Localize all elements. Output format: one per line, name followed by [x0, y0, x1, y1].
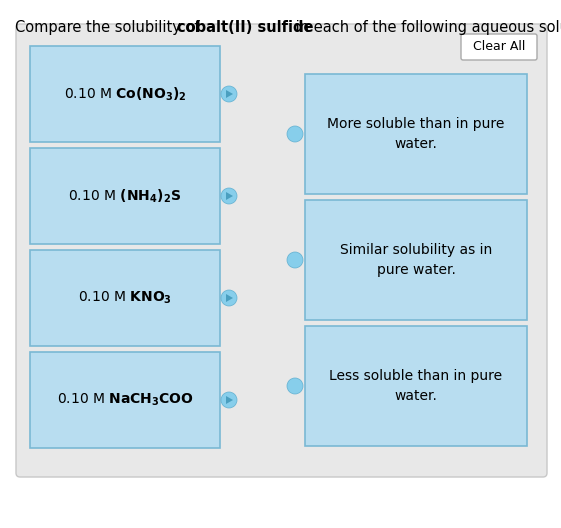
Polygon shape	[226, 192, 233, 200]
FancyBboxPatch shape	[30, 352, 220, 448]
FancyBboxPatch shape	[30, 250, 220, 346]
FancyBboxPatch shape	[461, 34, 537, 60]
FancyBboxPatch shape	[305, 200, 527, 320]
Text: More soluble than in pure
water.: More soluble than in pure water.	[327, 117, 505, 151]
Text: Compare the solubility of: Compare the solubility of	[15, 20, 204, 35]
Text: 0.10 M $\mathbf{NaCH_3COO}$: 0.10 M $\mathbf{NaCH_3COO}$	[57, 392, 194, 408]
Circle shape	[221, 86, 237, 102]
Circle shape	[221, 392, 237, 408]
FancyBboxPatch shape	[305, 74, 527, 194]
FancyBboxPatch shape	[30, 46, 220, 142]
Text: Clear All: Clear All	[473, 41, 525, 53]
FancyBboxPatch shape	[16, 24, 547, 477]
Polygon shape	[226, 90, 233, 98]
Polygon shape	[226, 294, 233, 302]
Circle shape	[287, 126, 303, 142]
Text: cobalt(II) sulfide: cobalt(II) sulfide	[177, 20, 314, 35]
Circle shape	[287, 252, 303, 268]
Circle shape	[221, 188, 237, 204]
Text: Similar solubility as in
pure water.: Similar solubility as in pure water.	[340, 243, 492, 277]
Circle shape	[287, 378, 303, 394]
Text: 0.10 M $\mathbf{KNO_3}$: 0.10 M $\mathbf{KNO_3}$	[78, 290, 172, 306]
FancyBboxPatch shape	[30, 148, 220, 244]
Circle shape	[221, 290, 237, 306]
Polygon shape	[226, 396, 233, 404]
FancyBboxPatch shape	[305, 326, 527, 446]
Text: 0.10 M $\mathbf{Co(NO_3)_2}$: 0.10 M $\mathbf{Co(NO_3)_2}$	[63, 86, 186, 103]
Text: in each of the following aqueous solutions:: in each of the following aqueous solutio…	[291, 20, 561, 35]
Text: Less soluble than in pure
water.: Less soluble than in pure water.	[329, 369, 503, 403]
Text: 0.10 M $\mathbf{(NH_4)_2S}$: 0.10 M $\mathbf{(NH_4)_2S}$	[68, 187, 182, 205]
